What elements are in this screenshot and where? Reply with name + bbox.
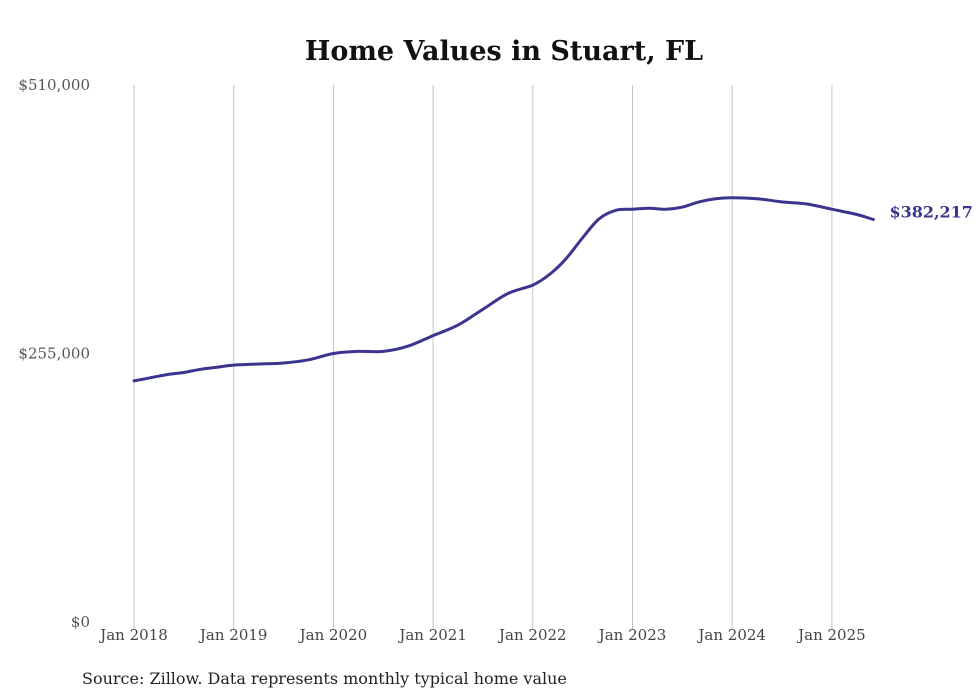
source-note: Source: Zillow. Data represents monthly …: [82, 669, 567, 688]
end-value-label: $382,217: [889, 203, 973, 222]
x-tick-label-jan-2023: Jan 2023: [597, 626, 667, 644]
series-line-home-value: [132, 196, 875, 383]
x-tick-label-jan-2019: Jan 2019: [198, 626, 268, 644]
x-tick-label-jan-2020: Jan 2020: [298, 626, 368, 644]
x-tick-label-jan-2024: Jan 2024: [696, 626, 766, 644]
vertical-gridlines: [133, 85, 833, 630]
y-tick-label-0: $0: [71, 613, 90, 631]
x-tick-label-jan-2025: Jan 2025: [796, 626, 866, 644]
x-axis: Jan 2018 Jan 2019 Jan 2020 Jan 2021 Jan 2022…: [98, 626, 865, 644]
x-tick-label-jan-2021: Jan 2021: [397, 626, 467, 644]
y-tick-label-255000: $255,000: [18, 345, 90, 363]
x-tick-label-jan-2018: Jan 2018: [98, 626, 168, 644]
y-tick-label-510000: $510,000: [18, 76, 90, 94]
chart-title: Home Values in Stuart, FL: [305, 36, 703, 67]
x-tick-label-jan-2022: Jan 2022: [497, 626, 567, 644]
y-axis: $0 $255,000 $510,000: [18, 76, 90, 631]
